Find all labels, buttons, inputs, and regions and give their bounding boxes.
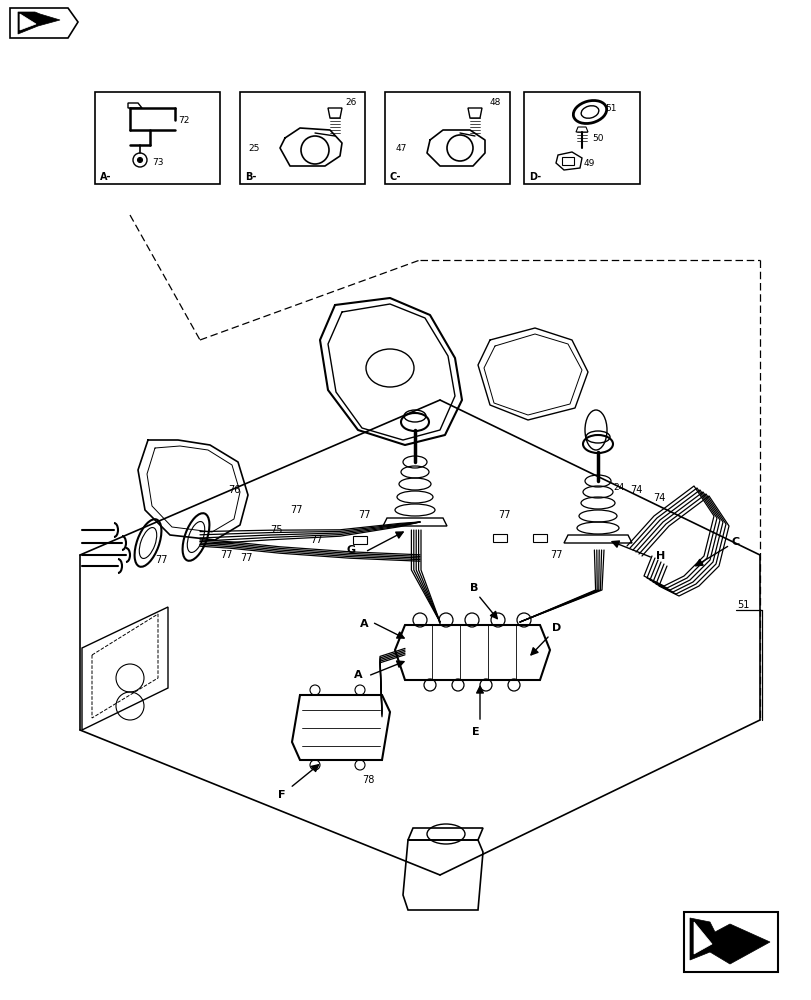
Text: A: A (354, 670, 363, 680)
Text: 77: 77 (240, 553, 252, 563)
Text: 74: 74 (652, 493, 664, 503)
Text: 74: 74 (629, 485, 642, 495)
Text: 77: 77 (358, 510, 370, 520)
Bar (95, 92, 220, 184)
Polygon shape (18, 12, 60, 34)
Text: 77: 77 (310, 535, 322, 545)
Text: 51: 51 (604, 104, 616, 113)
Polygon shape (20, 14, 36, 30)
Text: 50: 50 (591, 134, 603, 143)
Text: 76: 76 (228, 485, 240, 495)
Text: 73: 73 (152, 158, 163, 167)
Bar (240, 92, 365, 184)
Text: C-: C- (389, 172, 401, 182)
Bar (353, 536, 367, 544)
Text: 77: 77 (220, 550, 232, 560)
Text: C: C (731, 537, 739, 547)
Text: A-: A- (100, 172, 111, 182)
Bar (683, 912, 777, 972)
Text: D: D (551, 623, 560, 633)
Text: 48: 48 (489, 98, 500, 107)
Text: 75: 75 (270, 525, 282, 535)
Bar (492, 534, 506, 542)
Text: D-: D- (528, 172, 540, 182)
Text: 51: 51 (736, 600, 749, 610)
Text: E: E (471, 727, 479, 737)
Polygon shape (693, 922, 711, 954)
Text: 25: 25 (247, 144, 259, 153)
Text: 77: 77 (497, 510, 510, 520)
Polygon shape (10, 8, 78, 38)
Circle shape (137, 158, 142, 163)
Text: 77: 77 (290, 505, 303, 515)
Bar (523, 92, 639, 184)
Text: 49: 49 (583, 159, 594, 168)
Text: 24: 24 (612, 484, 624, 492)
Text: B: B (470, 583, 478, 593)
Text: F: F (277, 790, 285, 800)
Text: 78: 78 (362, 775, 374, 785)
Text: B-: B- (245, 172, 256, 182)
Text: H: H (655, 551, 664, 561)
Text: G: G (346, 545, 356, 555)
Text: 26: 26 (345, 98, 356, 107)
Bar (532, 534, 547, 542)
Bar (384, 92, 509, 184)
Text: 47: 47 (396, 144, 407, 153)
Text: 77: 77 (549, 550, 562, 560)
Text: A: A (359, 619, 368, 629)
Polygon shape (689, 918, 769, 964)
Text: 72: 72 (178, 116, 189, 125)
Text: 77: 77 (155, 555, 167, 565)
Bar (561, 157, 573, 165)
